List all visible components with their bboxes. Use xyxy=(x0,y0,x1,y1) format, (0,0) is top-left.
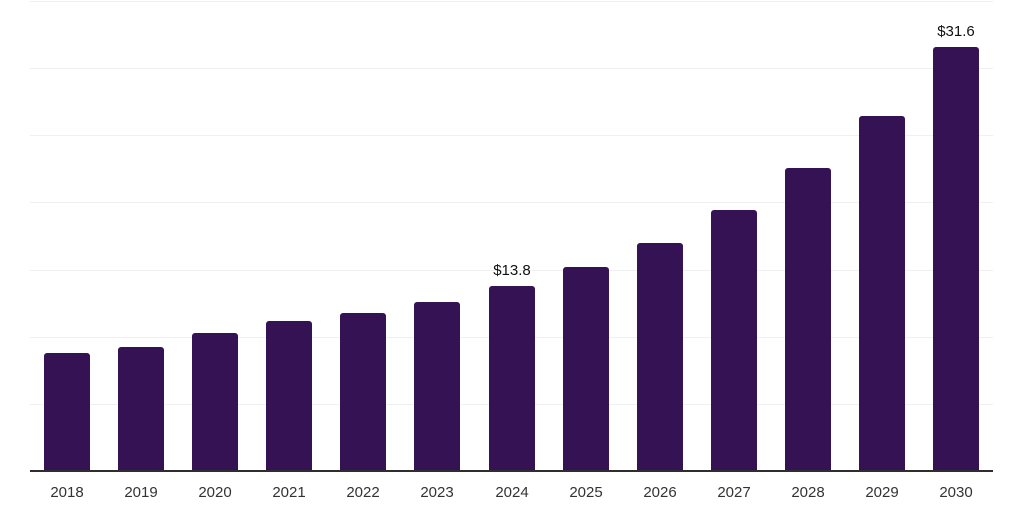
x-tick-2018: 2018 xyxy=(50,484,84,501)
gridline-20 xyxy=(30,202,993,203)
x-tick-2020: 2020 xyxy=(198,484,232,501)
x-tick-2024: 2024 xyxy=(495,484,529,501)
bar-2030[interactable] xyxy=(933,47,979,471)
bar-2018[interactable] xyxy=(44,353,90,471)
bar-2027[interactable] xyxy=(711,210,757,471)
x-tick-2025: 2025 xyxy=(569,484,603,501)
value-label-2030: $31.6 xyxy=(937,23,975,40)
x-tick-2019: 2019 xyxy=(124,484,158,501)
x-tick-2021: 2021 xyxy=(272,484,306,501)
bar-2029[interactable] xyxy=(859,116,905,471)
x-tick-2028: 2028 xyxy=(791,484,825,501)
x-tick-2029: 2029 xyxy=(865,484,899,501)
bar-2024[interactable] xyxy=(489,286,535,471)
x-axis-line xyxy=(30,470,993,472)
bar-2022[interactable] xyxy=(340,313,386,471)
bar-2020[interactable] xyxy=(192,333,238,471)
gridline-25 xyxy=(30,135,993,136)
bar-2028[interactable] xyxy=(785,168,831,471)
bar-2025[interactable] xyxy=(563,267,609,471)
bar-2021[interactable] xyxy=(266,321,312,471)
value-label-2024: $13.8 xyxy=(493,262,531,279)
gridline-35 xyxy=(30,1,993,2)
gridline-30 xyxy=(30,68,993,69)
bar-2019[interactable] xyxy=(118,347,164,471)
gridline-15 xyxy=(30,270,993,271)
bar-2026[interactable] xyxy=(637,243,683,471)
x-tick-2026: 2026 xyxy=(643,484,677,501)
bar-2023[interactable] xyxy=(414,302,460,471)
x-tick-2022: 2022 xyxy=(346,484,380,501)
x-tick-2023: 2023 xyxy=(420,484,454,501)
x-tick-2027: 2027 xyxy=(717,484,751,501)
x-tick-2030: 2030 xyxy=(939,484,973,501)
